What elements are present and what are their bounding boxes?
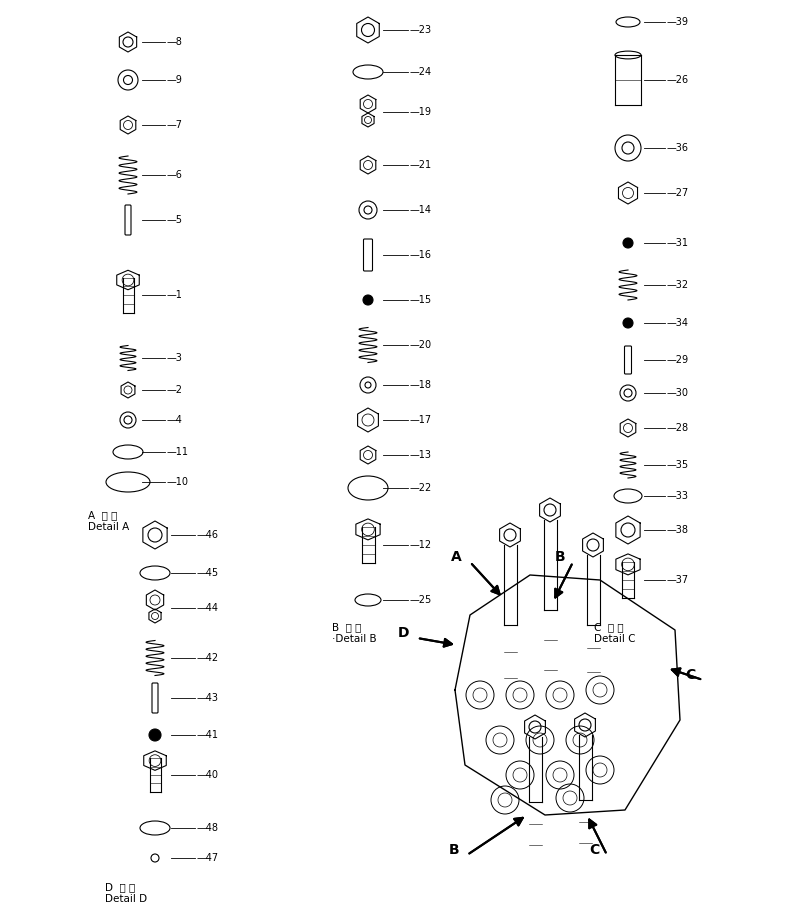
Text: —11: —11 (167, 447, 189, 457)
Text: —26: —26 (667, 75, 689, 85)
Text: —1: —1 (167, 290, 183, 300)
Text: C: C (684, 668, 695, 682)
Text: D: D (398, 626, 409, 640)
Text: —39: —39 (667, 17, 689, 27)
Text: —17: —17 (410, 415, 432, 425)
Text: C  詳 細: C 詳 細 (594, 622, 623, 632)
Text: C: C (588, 843, 599, 857)
Text: —29: —29 (667, 355, 689, 365)
Text: Detail C: Detail C (594, 634, 635, 644)
Text: —43: —43 (197, 693, 219, 703)
Text: —16: —16 (410, 250, 432, 260)
Text: —32: —32 (667, 280, 689, 290)
Text: —3: —3 (167, 353, 183, 363)
Text: —35: —35 (667, 460, 689, 470)
Text: D  詳 細: D 詳 細 (105, 882, 135, 892)
Text: —23: —23 (410, 25, 432, 35)
Text: —15: —15 (410, 295, 432, 305)
Text: —5: —5 (167, 215, 183, 225)
Text: —33: —33 (667, 491, 689, 501)
Circle shape (149, 729, 161, 741)
Text: —41: —41 (197, 730, 219, 740)
Text: —36: —36 (667, 143, 689, 153)
Text: A  詳 細: A 詳 細 (88, 510, 118, 520)
Text: —48: —48 (197, 823, 219, 833)
Text: —19: —19 (410, 107, 432, 117)
Text: —20: —20 (410, 340, 432, 350)
Text: —45: —45 (197, 568, 219, 578)
Text: —46: —46 (197, 530, 219, 540)
Text: Detail A: Detail A (88, 522, 129, 532)
Text: —2: —2 (167, 385, 183, 395)
Text: —40: —40 (197, 770, 219, 780)
Circle shape (623, 318, 633, 328)
Text: —22: —22 (410, 483, 432, 493)
Text: —27: —27 (667, 188, 689, 198)
Text: A: A (451, 550, 462, 564)
Text: Detail D: Detail D (105, 894, 147, 904)
Text: —12: —12 (410, 540, 432, 550)
Text: —30: —30 (667, 388, 689, 398)
Text: B: B (554, 550, 565, 564)
Text: —42: —42 (197, 653, 219, 663)
Text: —6: —6 (167, 170, 183, 180)
Text: —8: —8 (167, 37, 183, 47)
Circle shape (623, 238, 633, 248)
Text: —47: —47 (197, 853, 219, 863)
Text: —28: —28 (667, 423, 689, 433)
Text: —18: —18 (410, 380, 432, 390)
Text: —25: —25 (410, 595, 432, 605)
Text: —9: —9 (167, 75, 183, 85)
Text: —24: —24 (410, 67, 432, 77)
Text: —34: —34 (667, 318, 689, 328)
Text: B: B (449, 843, 459, 857)
Text: —31: —31 (667, 238, 689, 248)
Text: —21: —21 (410, 160, 432, 170)
Text: —10: —10 (167, 477, 189, 487)
Text: —13: —13 (410, 450, 432, 460)
Text: —14: —14 (410, 205, 432, 215)
Text: —37: —37 (667, 575, 689, 585)
Text: ·Detail B: ·Detail B (332, 634, 376, 644)
Text: —38: —38 (667, 525, 689, 535)
Text: —4: —4 (167, 415, 183, 425)
Circle shape (363, 295, 373, 305)
Text: —44: —44 (197, 603, 219, 613)
Text: B  詳 細: B 詳 細 (332, 622, 361, 632)
Text: —7: —7 (167, 120, 183, 130)
